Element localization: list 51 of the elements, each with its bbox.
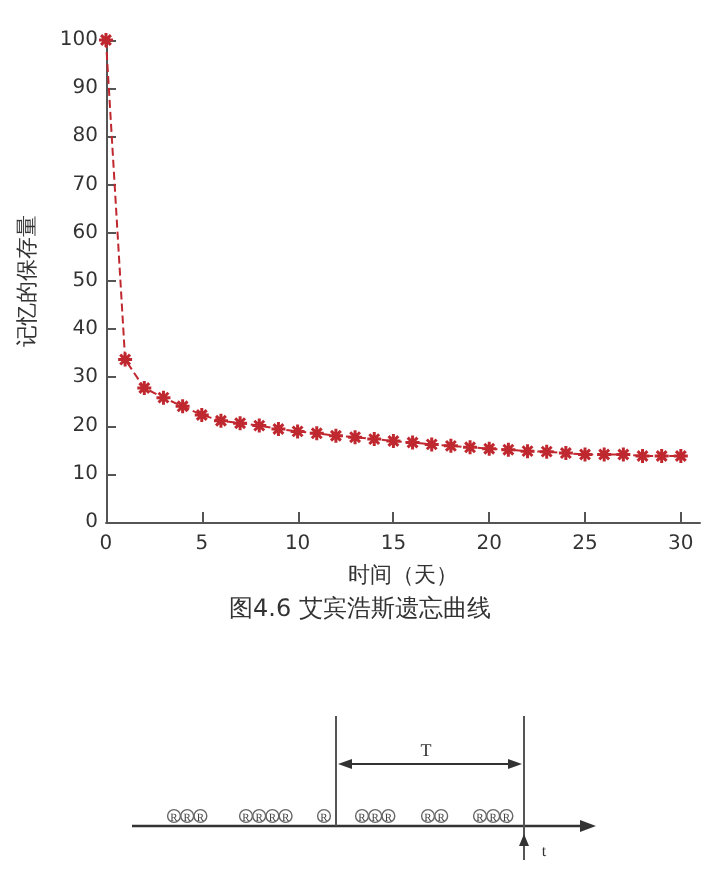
point xyxy=(595,446,613,464)
y-tick-label: 40 xyxy=(72,318,98,341)
point xyxy=(269,420,287,438)
point xyxy=(212,412,230,430)
y-tick-label: 60 xyxy=(72,221,98,244)
point xyxy=(116,351,134,369)
point xyxy=(672,447,690,465)
y-tick-label: 10 xyxy=(72,462,98,485)
point xyxy=(404,433,422,451)
point xyxy=(193,406,211,424)
caption: 图4.6 艾宾浩斯遗忘曲线 xyxy=(229,594,491,622)
point xyxy=(154,389,172,407)
y-tick-label: 30 xyxy=(72,366,98,389)
y-tick-label: 100 xyxy=(59,29,98,51)
point xyxy=(557,444,575,462)
y-axis-title: 记忆的保存量 xyxy=(14,215,40,347)
point xyxy=(499,441,517,459)
point xyxy=(308,424,326,442)
point xyxy=(346,428,364,446)
y-tick-label: 90 xyxy=(72,77,98,100)
point xyxy=(634,447,652,465)
y-tick-label: 80 xyxy=(72,125,98,148)
x-tick-label: 5 xyxy=(195,533,209,555)
y-tick-label: 70 xyxy=(72,173,98,196)
point xyxy=(174,397,192,415)
point xyxy=(327,427,345,445)
x-tick-label: 10 xyxy=(284,533,311,555)
point xyxy=(614,446,632,464)
x-tick-label: 25 xyxy=(572,533,598,555)
x-tick-label: 30 xyxy=(668,533,694,555)
point xyxy=(519,442,537,460)
point xyxy=(384,432,402,450)
point xyxy=(538,443,556,461)
y-tick-label: 0 xyxy=(85,511,98,533)
point xyxy=(250,417,268,435)
x-tick-label: 15 xyxy=(380,533,407,555)
point xyxy=(442,437,460,455)
point xyxy=(576,446,594,464)
x-tick-label: 20 xyxy=(476,533,502,555)
point xyxy=(289,422,307,440)
y-tick-label: 20 xyxy=(72,414,98,437)
point xyxy=(231,414,249,432)
x-axis-title: 时间（天） xyxy=(347,561,458,588)
y-tick-label: 50 xyxy=(72,270,98,292)
point xyxy=(365,430,383,448)
x-tick-label: 0 xyxy=(99,533,113,555)
point xyxy=(653,447,671,465)
point xyxy=(135,379,153,397)
point xyxy=(423,435,441,453)
point xyxy=(461,438,479,456)
point xyxy=(480,440,498,458)
